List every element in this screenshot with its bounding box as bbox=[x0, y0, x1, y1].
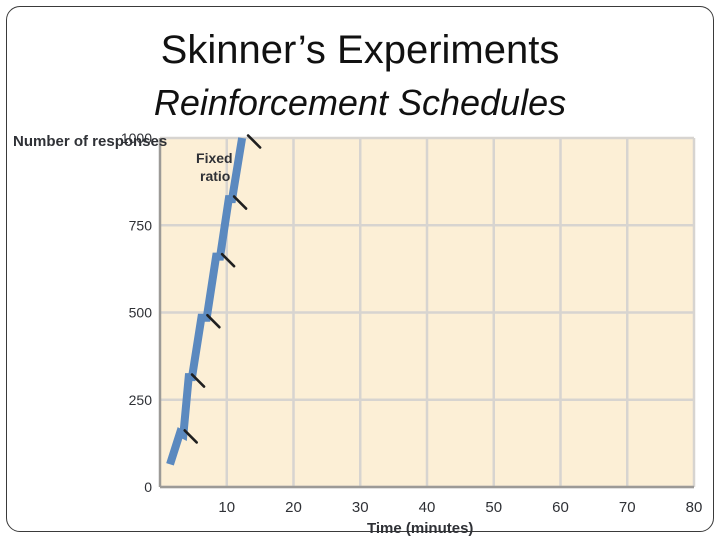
reinforcement-mark bbox=[206, 313, 221, 329]
y-axis-label-text: Number of responses bbox=[13, 133, 168, 150]
series-line-fixed-ratio bbox=[166, 137, 247, 466]
series-label: Fixed ratio bbox=[196, 150, 233, 184]
x-tick-label: 20 bbox=[285, 499, 302, 516]
reinforcement-mark bbox=[246, 134, 262, 149]
reinforcement-mark bbox=[183, 429, 198, 444]
reinforcement-mark bbox=[220, 252, 236, 268]
slide-title: Skinner’s Experiments bbox=[160, 28, 560, 72]
y-tick-label: 250 bbox=[129, 392, 153, 408]
x-tick-label: 70 bbox=[619, 499, 636, 516]
y-tick-label: 0 bbox=[144, 479, 152, 495]
x-tick-label: 50 bbox=[485, 499, 502, 516]
y-tick-label: 1000 bbox=[121, 130, 152, 146]
x-axis-label: Time (minutes) bbox=[367, 520, 474, 537]
x-tick-label: 80 bbox=[686, 499, 703, 516]
x-tick-label: 60 bbox=[552, 499, 569, 516]
reinforcement-mark bbox=[190, 373, 206, 388]
x-tick-label: 40 bbox=[419, 499, 436, 516]
y-tick-label: 750 bbox=[129, 217, 153, 233]
x-tick-label: 30 bbox=[352, 499, 369, 516]
reinforcement-mark bbox=[232, 195, 248, 210]
x-tick-label: 10 bbox=[218, 499, 235, 516]
slide-subtitle: Reinforcement Schedules bbox=[153, 82, 567, 123]
y-axis-label: Number of responses bbox=[13, 132, 167, 151]
y-tick-label: 500 bbox=[129, 305, 153, 321]
